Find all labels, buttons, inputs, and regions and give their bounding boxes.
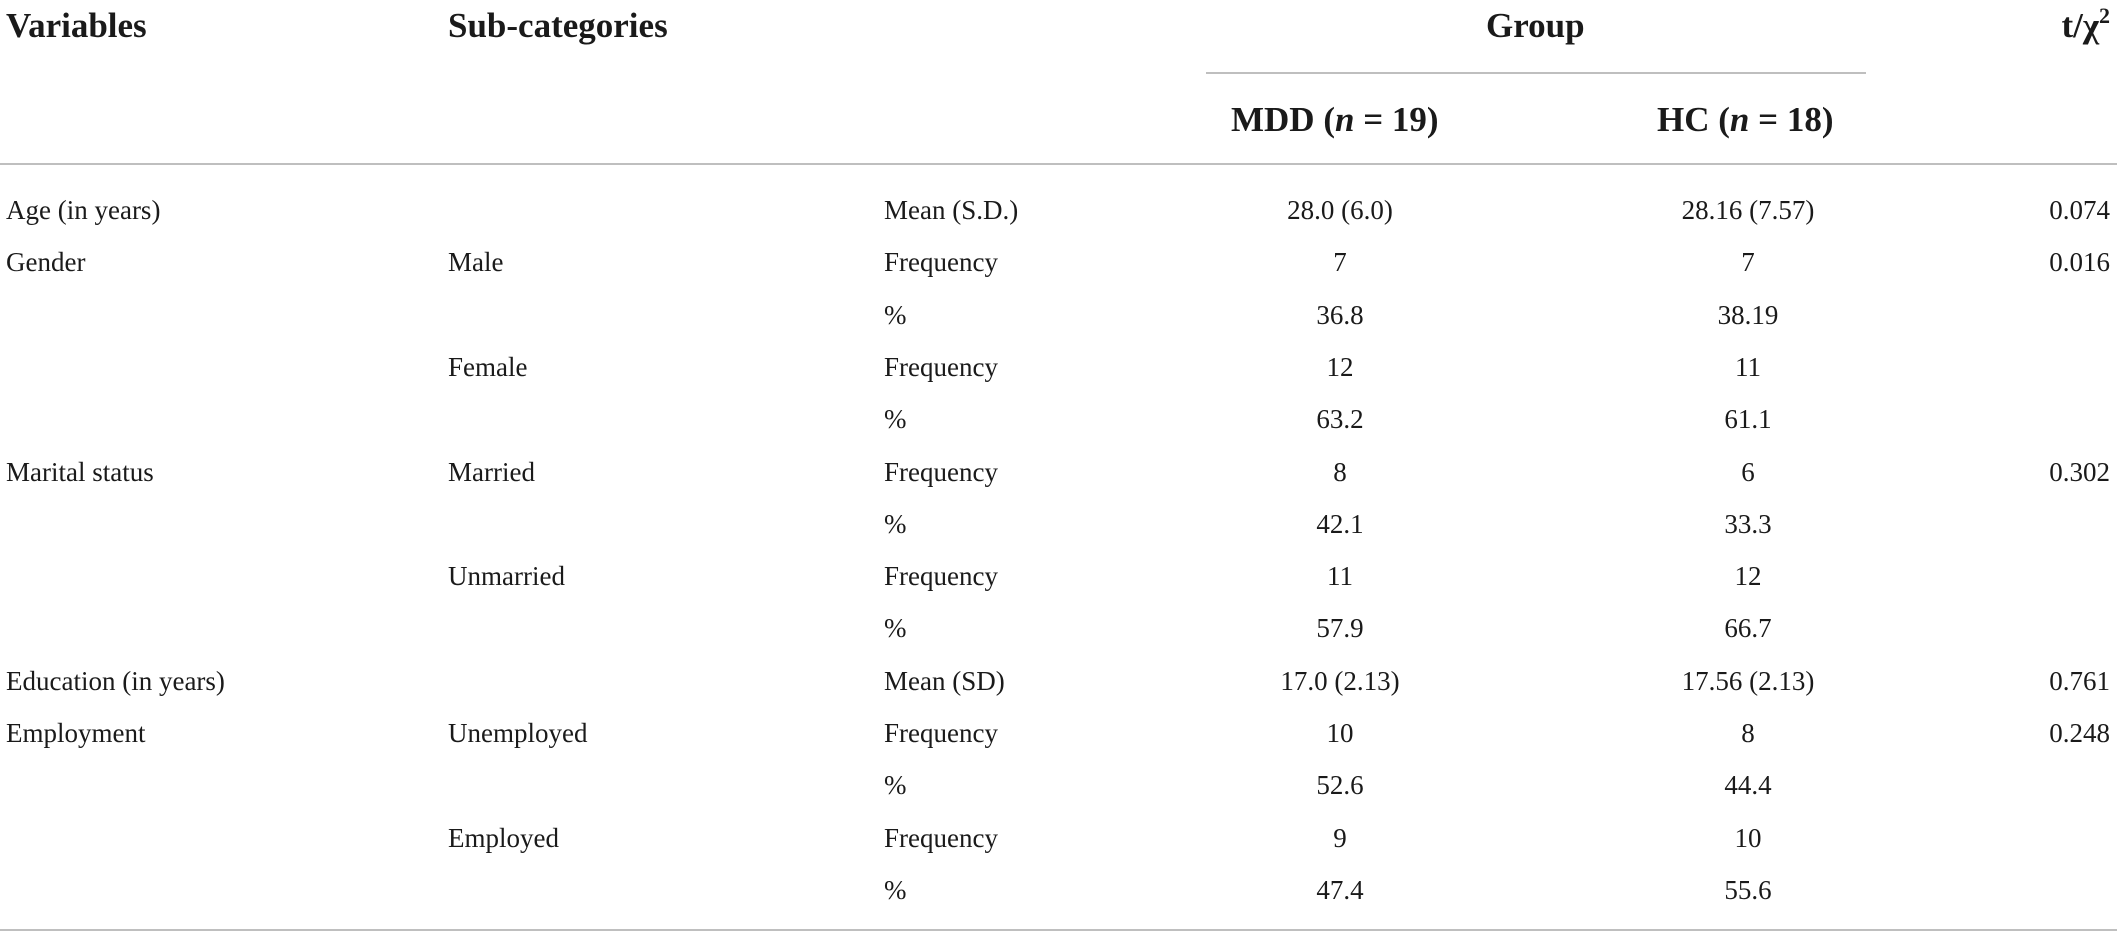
row-mdd-value-text: 12 xyxy=(1326,352,1354,382)
row-subcategory: Male xyxy=(448,247,504,277)
row-statistic: % xyxy=(884,875,907,905)
header-t-chi-square: t/χ2 xyxy=(2061,3,2110,46)
header-variables: Variables xyxy=(6,6,147,45)
row-statistic: % xyxy=(884,613,907,643)
header-hc-count: = 18) xyxy=(1749,100,1834,139)
row-t-value: 0.761 xyxy=(2049,666,2110,696)
row-statistic: Frequency xyxy=(884,718,998,748)
row-statistic: Frequency xyxy=(884,561,998,591)
header-hc: HC (n = 18) xyxy=(1657,100,1833,140)
header-mdd-count: = 19) xyxy=(1354,100,1439,139)
header-mdd: MDD (n = 19) xyxy=(1231,100,1439,140)
row-subcategory: Employed xyxy=(448,823,559,853)
header-mdd-n: n xyxy=(1335,100,1355,139)
header-hc-n: n xyxy=(1729,100,1750,139)
row-statistic: % xyxy=(884,404,907,434)
row-hc-value-text: 8 xyxy=(1741,718,1755,748)
row-statistic: Frequency xyxy=(884,247,998,277)
row-mdd-value-text: 10 xyxy=(1326,718,1354,748)
row-mdd-value-text: 17.0 (2.13) xyxy=(1280,666,1400,696)
header-t-chi-superscript: 2 xyxy=(2099,3,2110,28)
row-hc-value-text: 66.7 xyxy=(1724,613,1772,643)
row-subcategory: Unemployed xyxy=(448,718,588,748)
row-t-value: 0.302 xyxy=(2049,457,2110,487)
header-t-chi-label: t/χ xyxy=(2061,6,2099,45)
row-hc-value-text: 28.16 (7.57) xyxy=(1681,195,1815,225)
header-group: Group xyxy=(1486,6,1585,45)
row-subcategory: Married xyxy=(448,457,535,487)
row-mdd-value-text: 42.1 xyxy=(1316,509,1364,539)
row-mdd-value-text: 52.6 xyxy=(1316,770,1364,800)
header-hc-label: HC ( xyxy=(1657,100,1730,139)
row-mdd-value-text: 9 xyxy=(1333,823,1347,853)
row-subcategory: Female xyxy=(448,352,528,382)
group-underline xyxy=(1206,72,1866,74)
row-hc-value-text: 10 xyxy=(1734,823,1762,853)
row-mdd-value-text: 28.0 (6.0) xyxy=(1287,195,1393,225)
header-subcategories: Sub-categories xyxy=(448,6,668,45)
row-hc-value-text: 61.1 xyxy=(1724,404,1772,434)
row-statistic: Mean (SD) xyxy=(884,666,1005,696)
row-hc-value-text: 44.4 xyxy=(1724,770,1772,800)
header-bottom-rule xyxy=(0,163,2117,165)
row-subcategory: Unmarried xyxy=(448,561,565,591)
row-hc-value-text: 38.19 xyxy=(1717,300,1779,330)
header-mdd-label: MDD ( xyxy=(1231,100,1335,139)
row-statistic: Frequency xyxy=(884,457,998,487)
row-hc-value-text: 55.6 xyxy=(1724,875,1772,905)
row-t-value: 0.074 xyxy=(2049,195,2110,225)
row-mdd-value-text: 57.9 xyxy=(1316,613,1364,643)
row-variable: Gender xyxy=(6,247,86,277)
row-statistic: Frequency xyxy=(884,352,998,382)
row-hc-value-text: 6 xyxy=(1741,457,1755,487)
row-hc-value-text: 12 xyxy=(1734,561,1762,591)
row-mdd-value-text: 7 xyxy=(1333,247,1347,277)
row-statistic: Mean (S.D.) xyxy=(884,195,1019,225)
row-mdd-value-text: 47.4 xyxy=(1316,875,1364,905)
row-mdd-value-text: 36.8 xyxy=(1316,300,1364,330)
row-mdd-value-text: 63.2 xyxy=(1316,404,1364,434)
row-statistic: % xyxy=(884,300,907,330)
row-variable: Marital status xyxy=(6,457,154,487)
row-hc-value-text: 17.56 (2.13) xyxy=(1681,666,1815,696)
row-hc-value-text: 11 xyxy=(1735,352,1761,382)
row-mdd-value-text: 11 xyxy=(1327,561,1353,591)
row-variable: Age (in years) xyxy=(6,195,161,225)
row-statistic: % xyxy=(884,770,907,800)
row-statistic: % xyxy=(884,509,907,539)
row-statistic: Frequency xyxy=(884,823,998,853)
table-bottom-rule xyxy=(0,929,2117,931)
row-t-value: 0.016 xyxy=(2049,247,2110,277)
row-variable: Education (in years) xyxy=(6,666,225,696)
row-hc-value-text: 7 xyxy=(1741,247,1755,277)
row-mdd-value-text: 8 xyxy=(1333,457,1347,487)
row-variable: Employment xyxy=(6,718,146,748)
row-hc-value-text: 33.3 xyxy=(1724,509,1772,539)
row-t-value: 0.248 xyxy=(2049,718,2110,748)
